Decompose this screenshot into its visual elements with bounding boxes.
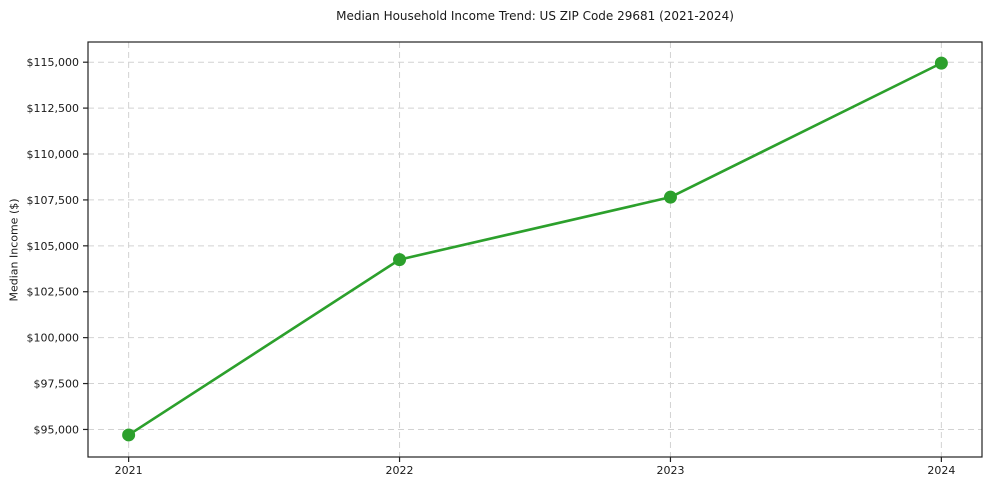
y-tick-label: $110,000 [27,148,80,161]
tick-labels: $95,000 $97,500 $100,000 $102,500 $105,000 $1… [27,56,956,477]
data-point-2021 [122,428,136,442]
series-line [127,61,943,437]
axis-ticks [83,61,942,462]
y-tick-label: $115,000 [27,56,80,69]
x-tick-label: 2023 [656,464,684,477]
data-point-2023 [663,190,677,204]
y-tick-label: $112,500 [27,102,80,115]
x-tick-label: 2022 [386,464,414,477]
gridlines [88,42,982,457]
y-tick-label: $97,500 [34,378,80,391]
y-tick-label: $100,000 [27,332,80,345]
x-tick-label: 2021 [115,464,143,477]
series-markers [122,56,948,442]
chart-title: Median Household Income Trend: US ZIP Co… [336,9,734,23]
x-tick-label: 2024 [927,464,955,477]
y-tick-label: $95,000 [34,423,80,436]
y-tick-label: $102,500 [27,286,80,299]
plot-frame [87,41,983,458]
data-point-2022 [393,253,407,267]
y-tick-label: $105,000 [27,240,80,253]
data-point-2024 [934,56,948,70]
y-tick-label: $107,500 [27,194,80,207]
